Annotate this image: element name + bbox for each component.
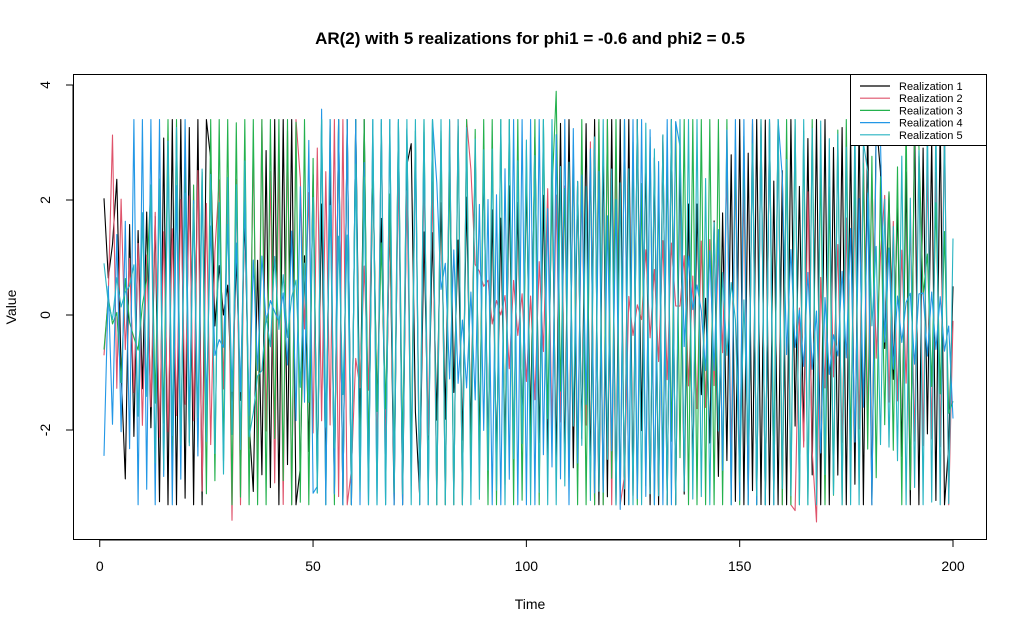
x-tick-label: 0 (96, 558, 104, 574)
y-tick-label: 2 (37, 196, 53, 204)
chart-title: AR(2) with 5 realizations for phi1 = -0.… (315, 29, 745, 48)
legend-entry-5: Realization 5 (899, 130, 963, 142)
x-axis: 0 50 100 150 200 (96, 539, 965, 574)
legend-entry-1: Realization 1 (899, 81, 963, 93)
x-tick-label: 200 (941, 558, 965, 574)
y-tick-label: -2 (37, 424, 53, 437)
y-tick-label: 0 (37, 311, 53, 319)
legend-entry-2: Realization 2 (899, 93, 963, 105)
y-tick-label: 4 (37, 81, 53, 89)
x-axis-label: Time (515, 596, 546, 612)
series-layer (103, 90, 954, 523)
x-tick-label: 50 (305, 558, 321, 574)
legend-entry-4: Realization 4 (899, 118, 963, 130)
series-line-5 (103, 118, 954, 506)
legend-entry-3: Realization 3 (899, 105, 963, 117)
x-tick-label: 150 (728, 558, 752, 574)
y-axis-label: Value (3, 289, 19, 324)
x-tick-label: 100 (515, 558, 539, 574)
y-axis: -2 0 2 4 (37, 81, 74, 437)
